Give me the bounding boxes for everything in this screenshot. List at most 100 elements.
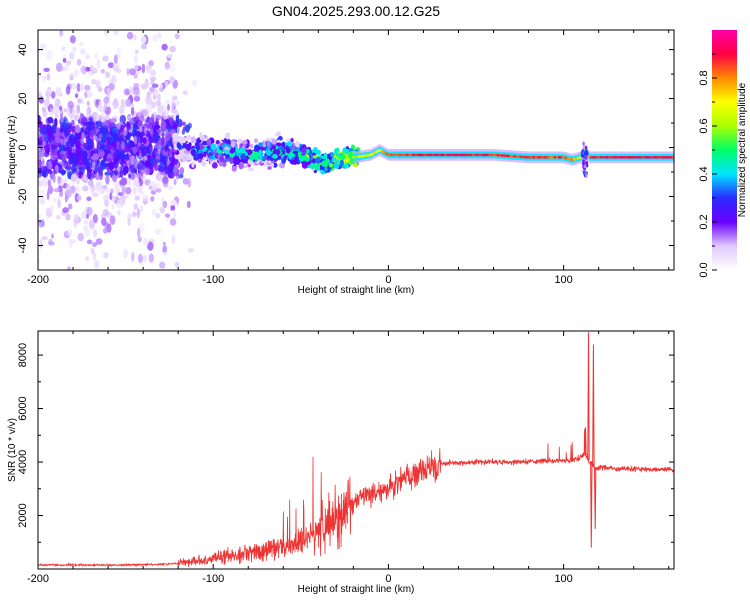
spectrogram-cell [89, 64, 94, 71]
spectrogram-cell [90, 247, 95, 255]
spectrogram-cell [125, 98, 131, 107]
spectrogram-cell [47, 127, 54, 134]
spectrogram-cell [292, 150, 299, 155]
spectrogram-cell [110, 118, 117, 123]
spectrogram-cell [62, 144, 67, 152]
spectrogram-cell [104, 71, 111, 79]
spectrogram-cell [242, 139, 248, 145]
spectrogram-cell [173, 123, 178, 129]
spectrogram-cell [51, 233, 54, 239]
spectrogram-cell [126, 122, 131, 131]
spectrogram-cell [90, 180, 94, 189]
spectrogram-cell [100, 159, 106, 167]
spectrogram-cell [101, 217, 107, 226]
spectrogram-cell [343, 163, 350, 169]
spectrogram-cell [38, 189, 46, 195]
spectrogram-cell [54, 117, 58, 128]
spectrogram-cell [123, 127, 128, 136]
spectrogram-cell [200, 135, 205, 140]
spectrogram-cell [276, 139, 281, 144]
y-tick-label: 2000 [17, 503, 29, 527]
spectrogram-cell [70, 173, 78, 182]
spectrogram-cell [272, 145, 276, 150]
spectrogram-cell [262, 140, 266, 144]
spectrogram-cell [113, 76, 117, 84]
spectrogram-cell [70, 83, 77, 90]
spectrogram-cell [138, 126, 143, 133]
spectrogram-cell [86, 106, 92, 116]
snr-y-ticks: 2000 4000 6000 8000 [17, 343, 674, 543]
spectrogram-cell [140, 175, 147, 181]
spectrogram-cell [199, 144, 205, 150]
spectrogram-cell [95, 138, 101, 144]
spectrogram-cell [166, 123, 171, 130]
spectrogram-cell [137, 236, 142, 243]
spectrogram-cell [128, 86, 134, 96]
spectrogram-cell [49, 107, 54, 118]
spectrogram-cell [249, 143, 254, 149]
spectrogram-cell [119, 150, 125, 160]
spectrogram-cell [123, 165, 129, 174]
spectrogram-cell [90, 131, 95, 138]
spectrogram-cell [39, 136, 43, 145]
colorbar-label: Normalized spectral amplitude [737, 82, 748, 217]
spectrogram-cell [254, 154, 259, 161]
spectrogram-cell [313, 146, 318, 153]
spectrogram-cell [106, 87, 111, 96]
spectrogram-cell [109, 192, 113, 201]
spectrogram-cell [108, 135, 115, 144]
spectrogram-cell [149, 76, 157, 82]
spectrogram-cell [52, 197, 57, 202]
spectrogram-cell [55, 86, 62, 97]
colorbar-tick-label: 0.2 [698, 214, 710, 229]
spectrogram-cell [46, 160, 52, 170]
spectrogram-cell [75, 125, 81, 134]
spectrogram-cell [164, 165, 168, 170]
spectrogram-cell [74, 68, 79, 77]
spectrogram-cell [120, 140, 125, 150]
spectrogram-cell [104, 30, 109, 37]
spectrogram-cell [328, 163, 334, 168]
spectrogram-cell [275, 132, 280, 137]
spectrogram-cell [163, 178, 169, 188]
spectrogram-cell [177, 119, 183, 128]
spectrogram-cell [164, 99, 171, 105]
snr-spike [594, 467, 597, 529]
spectrogram-cell [135, 49, 139, 54]
snr-spike [584, 427, 587, 456]
spectrogram-cell [56, 127, 60, 137]
snr-spike [590, 463, 593, 548]
y-tick-label: 4000 [17, 450, 29, 474]
spectrogram-cell [154, 163, 160, 171]
spectrogram-cell [57, 198, 61, 209]
spectrogram-x-label: Height of straight line (km) [298, 285, 415, 296]
spectrogram-cell [42, 75, 47, 82]
spectrogram-cell [160, 145, 165, 151]
spectrogram-cell [152, 34, 159, 42]
spectrogram-cell [208, 155, 214, 160]
spectrogram-cell [294, 140, 300, 148]
spectrogram-cell [149, 146, 153, 152]
spectrogram-cell [38, 73, 42, 79]
spectrogram-cell [81, 65, 87, 75]
spectrogram-cell [282, 150, 286, 155]
spectrogram-cell [181, 129, 186, 135]
spectrogram-cell [66, 152, 72, 159]
spectrogram-cell [188, 142, 192, 148]
colorbar-gradient [712, 30, 737, 270]
spectrogram-cell [128, 180, 133, 188]
spectrogram-cell [343, 148, 350, 153]
spectrogram-cell [104, 101, 108, 111]
spectrogram-cell [55, 136, 61, 144]
spectrogram-cell [105, 114, 110, 121]
spectrogram-cell [122, 249, 129, 259]
spectrogram-cell [167, 185, 174, 191]
spectrogram-cell [133, 89, 141, 97]
spectrogram-cell [127, 218, 131, 227]
spectrogram-cell [182, 178, 189, 185]
spectrogram-cell [267, 166, 272, 170]
spectrogram-cell [130, 155, 135, 166]
spectrogram-cell [83, 219, 89, 226]
spectrogram-cell [86, 239, 93, 245]
spectrogram-ridge-cell [578, 156, 583, 159]
